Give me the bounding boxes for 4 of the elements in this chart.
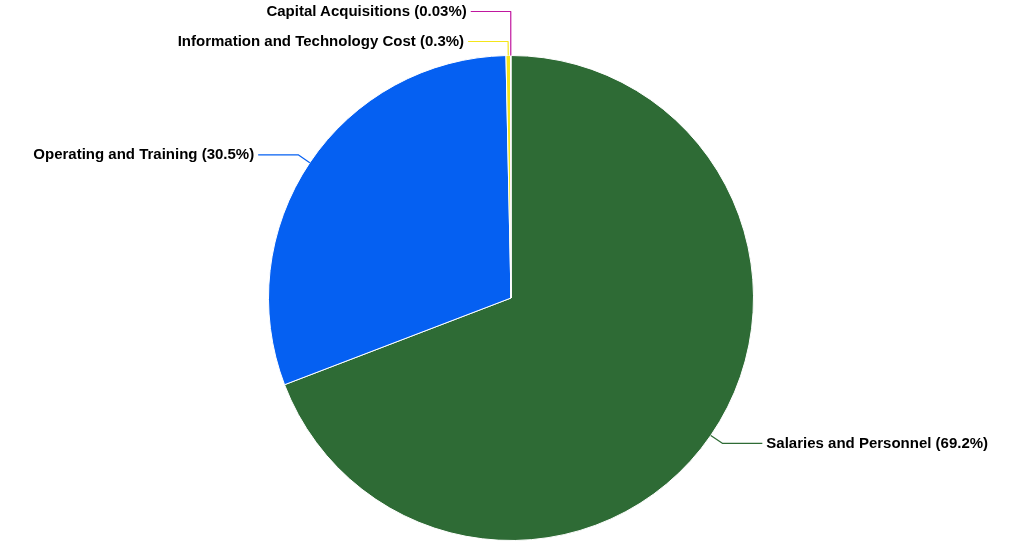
slice-label: Salaries and Personnel (69.2%) <box>766 433 989 451</box>
slice-label: Capital Acquisitions (0.03%) <box>266 1 467 19</box>
slice-label: Information and Technology Cost (0.3%) <box>177 31 465 49</box>
slice-label: Operating and Training (30.5%) <box>33 144 255 162</box>
